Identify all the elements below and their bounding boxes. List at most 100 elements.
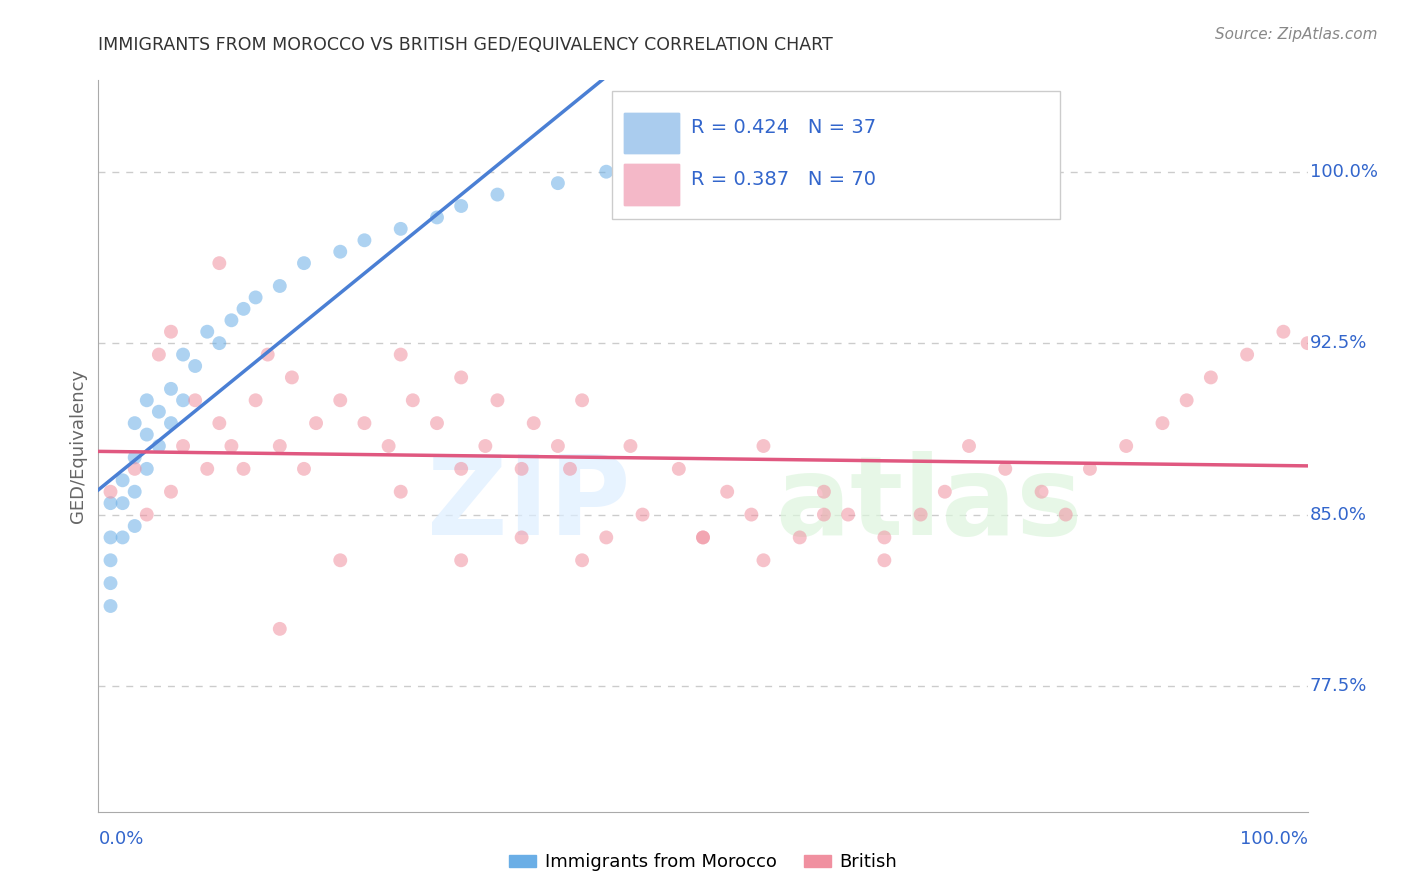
Point [873,530,896,544]
Point [692,530,714,544]
Text: ZIP: ZIP [427,451,630,558]
Point [184,393,207,408]
Text: 100.0%: 100.0% [1240,830,1308,848]
Text: R = 0.387   N = 70: R = 0.387 N = 70 [690,169,876,188]
Point [450,199,472,213]
Point [389,484,412,499]
Text: R = 0.424   N = 37: R = 0.424 N = 37 [690,119,876,137]
Point [124,462,146,476]
Point [486,187,509,202]
Point [195,325,218,339]
Point [208,336,231,351]
Point [716,484,738,499]
Point [934,484,956,499]
Point [111,530,134,544]
Point [172,393,194,408]
Point [510,530,533,544]
Point [1152,416,1174,430]
Text: 77.5%: 77.5% [1310,677,1368,695]
Point [305,416,328,430]
Point [281,370,304,384]
Point [547,439,569,453]
Point [957,439,980,453]
Point [510,462,533,476]
Point [148,347,170,362]
Point [389,222,412,236]
Text: IMMIGRANTS FROM MOROCCO VS BRITISH GED/EQUIVALENCY CORRELATION CHART: IMMIGRANTS FROM MOROCCO VS BRITISH GED/E… [98,36,834,54]
Point [135,393,157,408]
Point [474,439,496,453]
Point [160,416,183,430]
Point [486,393,509,408]
Point [353,233,375,247]
Point [837,508,859,522]
Point [1175,393,1198,408]
Point [752,553,775,567]
Point [100,576,122,591]
Point [269,622,291,636]
Point [789,530,811,544]
FancyBboxPatch shape [624,164,679,204]
Point [124,450,146,465]
Point [523,416,546,430]
Point [195,462,218,476]
Point [873,553,896,567]
Point [426,416,449,430]
Point [1236,347,1258,362]
Point [571,553,593,567]
Point [232,301,254,316]
Point [692,530,714,544]
Point [1272,325,1295,339]
Point [124,416,146,430]
Point [100,599,122,613]
FancyBboxPatch shape [624,113,679,153]
Point [148,439,170,453]
Point [740,508,762,522]
Point [1031,484,1053,499]
Point [292,256,315,270]
Legend: Immigrants from Morocco, British: Immigrants from Morocco, British [502,847,904,879]
Point [813,484,835,499]
Point [135,462,157,476]
Point [450,370,472,384]
Point [571,393,593,408]
Point [558,462,581,476]
Point [377,439,399,453]
Point [172,439,194,453]
Point [426,211,449,225]
Point [329,244,352,259]
Point [752,439,775,453]
Point [1199,370,1222,384]
Point [111,496,134,510]
Y-axis label: GED/Equivalency: GED/Equivalency [69,369,87,523]
Point [184,359,207,373]
Point [245,393,267,408]
Point [245,290,267,304]
Point [100,530,122,544]
Point [124,519,146,533]
Point [595,530,617,544]
Point [402,393,425,408]
Point [208,256,231,270]
Point [172,347,194,362]
Text: 85.0%: 85.0% [1310,506,1367,524]
Point [1054,508,1077,522]
Text: 0.0%: 0.0% [98,830,143,848]
Point [292,462,315,476]
Point [631,508,654,522]
FancyBboxPatch shape [613,91,1060,219]
Point [160,325,183,339]
Point [232,462,254,476]
Text: Source: ZipAtlas.com: Source: ZipAtlas.com [1215,27,1378,42]
Point [160,382,183,396]
Point [813,508,835,522]
Point [135,427,157,442]
Point [668,462,690,476]
Point [124,484,146,499]
Point [353,416,375,430]
Point [910,508,932,522]
Point [100,496,122,510]
Point [100,553,122,567]
Point [148,405,170,419]
Point [329,553,352,567]
